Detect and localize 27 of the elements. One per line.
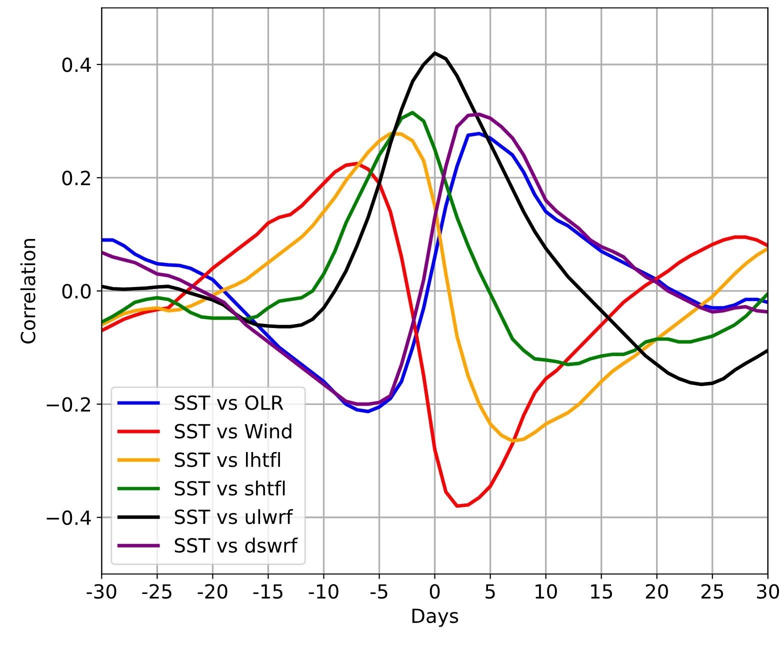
x-tick-label: -15 <box>253 584 282 599</box>
x-tick-label: 10 <box>536 584 557 599</box>
legend-label: SST vs Wind <box>174 424 292 439</box>
x-axis-title: Days <box>412 608 458 627</box>
x-tick-label: 30 <box>757 584 780 599</box>
y-tick-label: 0.2 <box>62 170 90 186</box>
y-axis-title: Correlation <box>20 238 36 344</box>
line-series <box>102 162 768 508</box>
y-tick-label: 0.4 <box>62 57 91 72</box>
legend-label: SST vs dswrf <box>174 538 298 553</box>
legend-label: SST vs OLR <box>174 395 284 410</box>
x-tick-label: 15 <box>591 584 612 599</box>
y-tick-label: 0.0 <box>62 284 91 299</box>
x-tick-label: 5 <box>486 584 495 599</box>
legend-label: SST vs ulwrf <box>174 509 294 524</box>
x-tick-label: -25 <box>142 584 172 599</box>
x-tick-label: 25 <box>701 584 724 599</box>
x-tick-label: 20 <box>646 584 668 599</box>
x-tick-label: -5 <box>370 584 388 599</box>
legend-label: SST vs lhtfl <box>174 452 280 468</box>
x-tick-label: -20 <box>198 584 228 599</box>
y-tick-label: −0.2 <box>46 397 90 412</box>
x-tick-label: -10 <box>308 584 338 599</box>
x-tick-label: 0 <box>430 584 440 599</box>
x-tick-label: -30 <box>86 584 116 599</box>
legend-label: SST vs shtfl <box>174 480 285 496</box>
y-tick-label: −0.4 <box>46 510 91 526</box>
